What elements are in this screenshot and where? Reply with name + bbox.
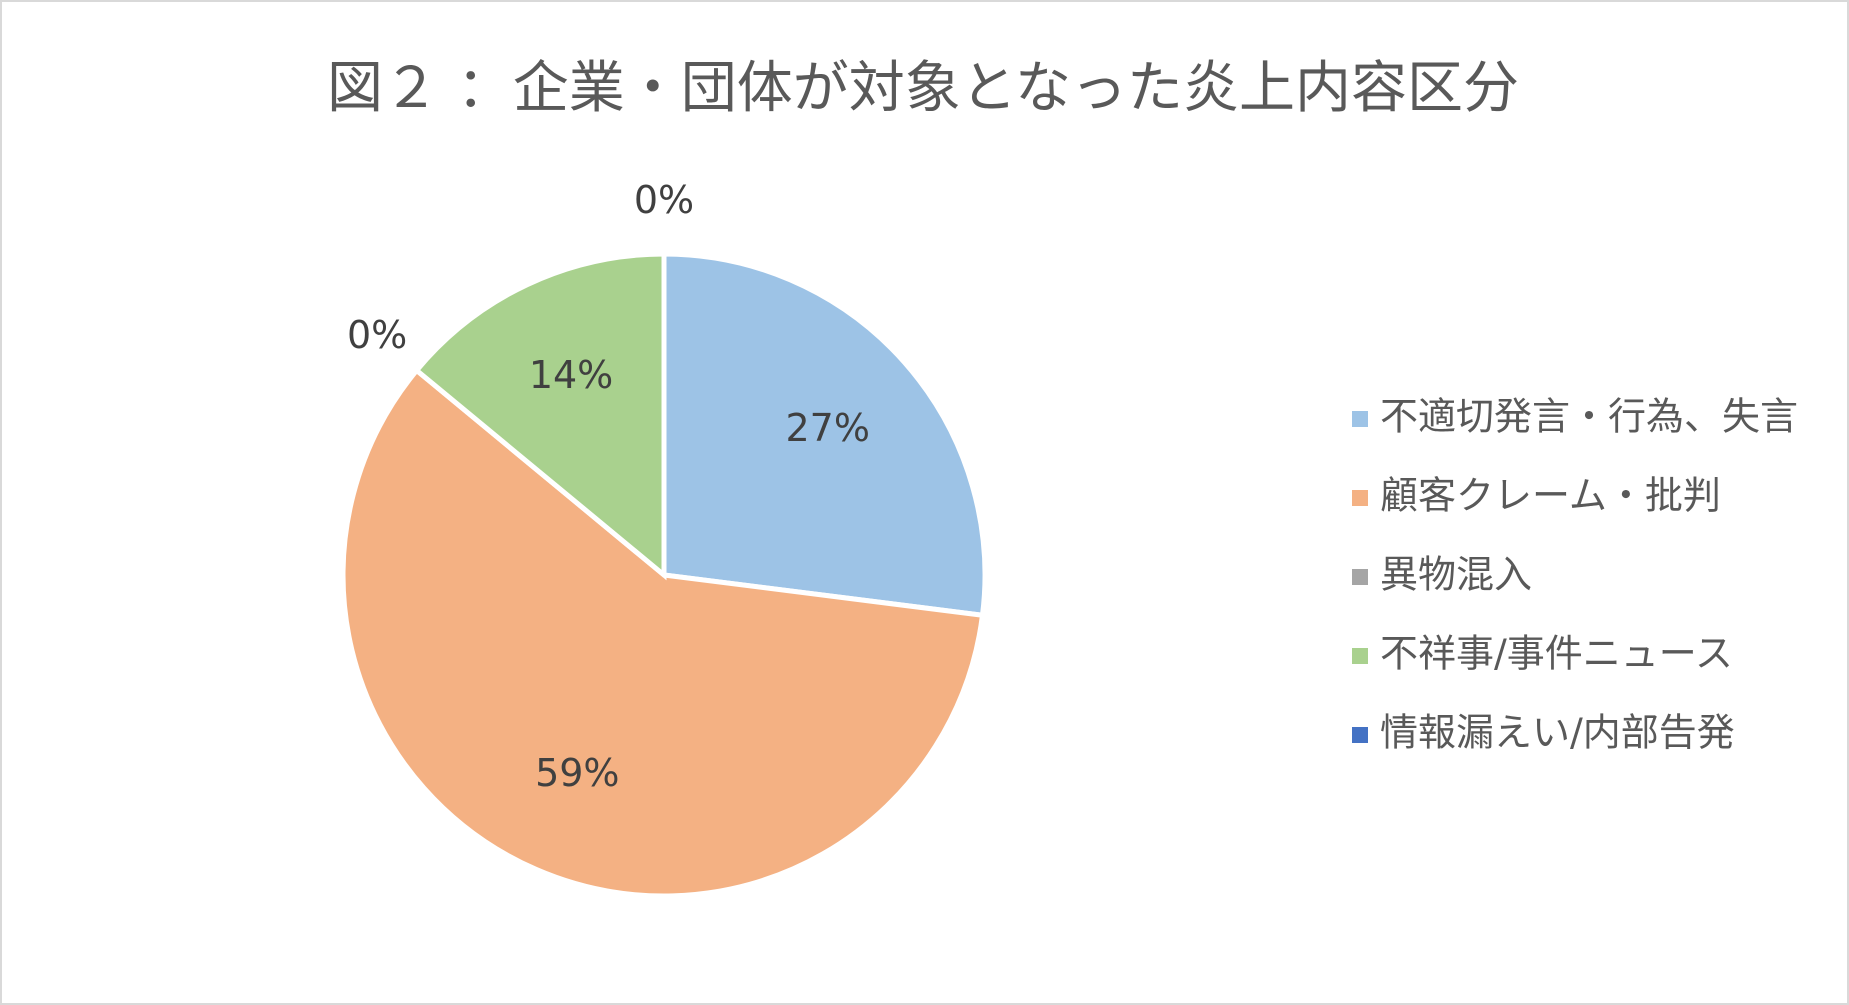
pie-slice bbox=[661, 251, 988, 619]
legend-label: 顧客クレーム・批判 bbox=[1380, 474, 1721, 518]
legend-label: 情報漏えい/内部告発 bbox=[1380, 711, 1735, 755]
data-label: 0% bbox=[634, 178, 694, 222]
legend-swatch bbox=[1352, 727, 1368, 743]
pie-slice bbox=[340, 366, 986, 899]
pie-slice bbox=[413, 251, 667, 581]
legend-label: 不適切発言・行為、失言 bbox=[1380, 395, 1798, 439]
legend-swatch bbox=[1352, 490, 1368, 506]
legend-label: 不祥事/事件ニュース bbox=[1380, 632, 1733, 676]
data-label: 27% bbox=[785, 406, 869, 450]
legend-label: 異物混入 bbox=[1380, 553, 1532, 597]
legend-swatch bbox=[1352, 648, 1368, 664]
data-label: 59% bbox=[535, 751, 619, 795]
legend-swatch bbox=[1352, 569, 1368, 585]
legend-swatch bbox=[1352, 411, 1368, 427]
chart-title: 図２ ：企業・団体が対象となった炎上内容区分 bbox=[327, 56, 1519, 121]
data-label: 14% bbox=[529, 353, 613, 397]
data-label: 0% bbox=[347, 313, 407, 357]
